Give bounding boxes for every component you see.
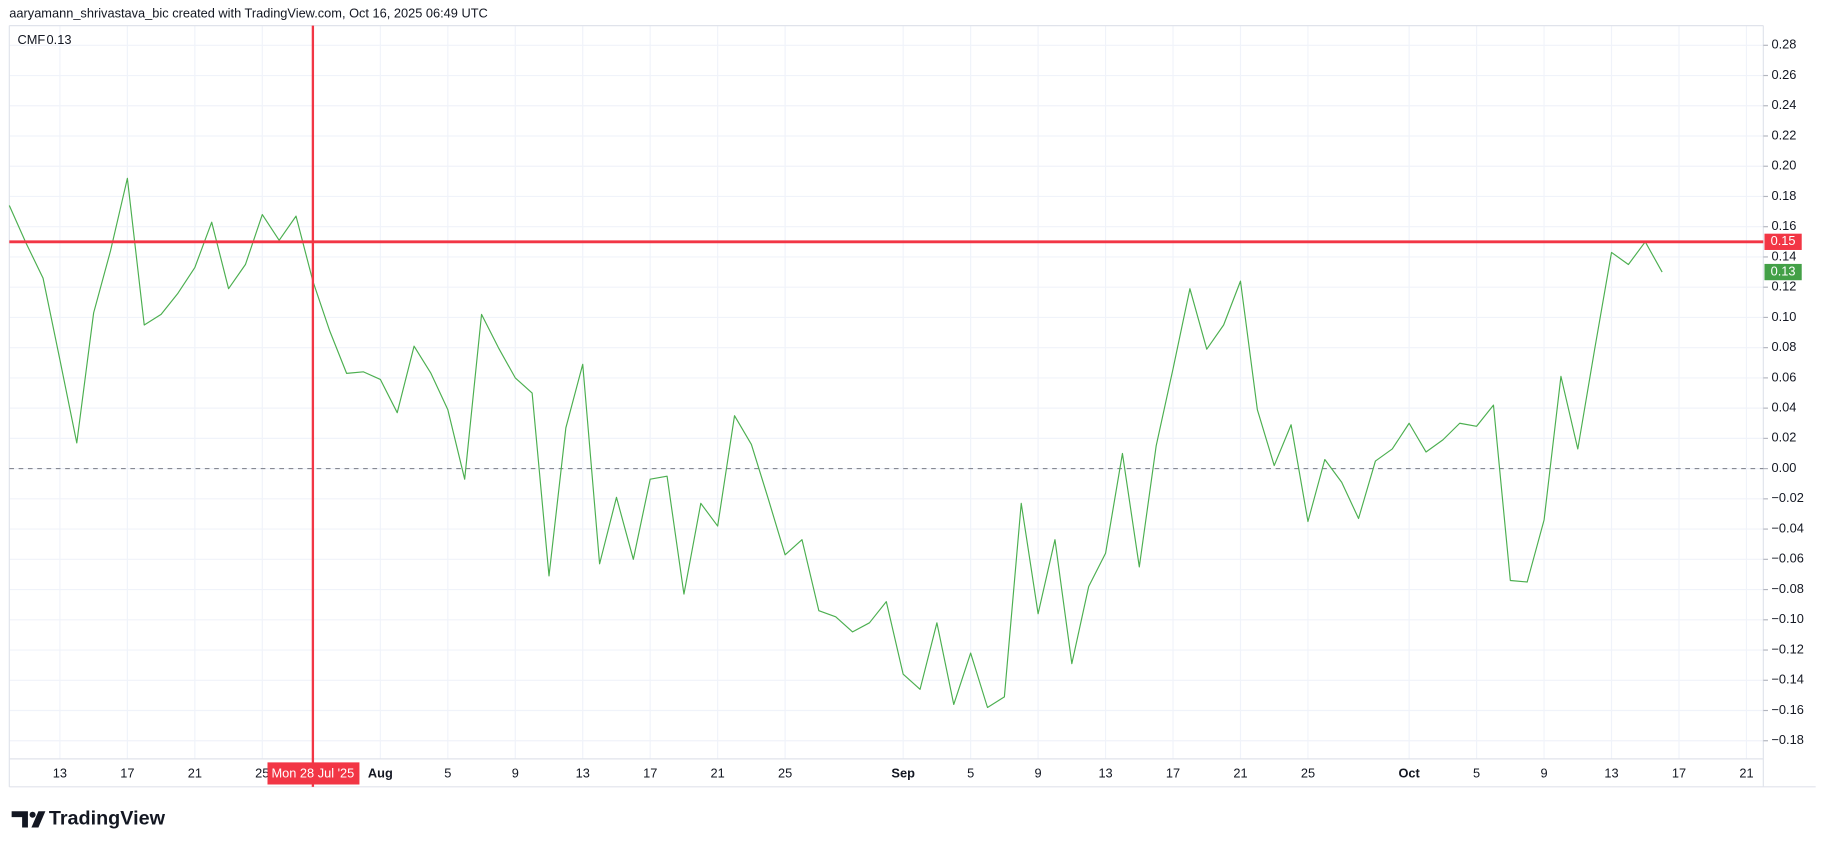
y-tick-label: 0.22 bbox=[1771, 127, 1796, 142]
x-tick-label: 9 bbox=[1541, 765, 1548, 780]
x-tick-label: 13 bbox=[576, 765, 590, 780]
y-tick-label: 0.04 bbox=[1771, 400, 1796, 415]
x-tick-label: 5 bbox=[967, 765, 974, 780]
x-tick-label: 21 bbox=[1233, 765, 1247, 780]
y-tick-label: −0.14 bbox=[1771, 672, 1803, 687]
logo-slash bbox=[31, 811, 46, 828]
x-tick-label: 13 bbox=[53, 765, 67, 780]
y-tick-label: 0.12 bbox=[1771, 279, 1796, 294]
grid bbox=[9, 25, 1764, 759]
tradingview-logo: TradingView bbox=[11, 808, 166, 830]
legend-value: 0.13 bbox=[47, 32, 72, 47]
x-tick-label: 17 bbox=[1166, 765, 1180, 780]
y-tick-label: −0.04 bbox=[1771, 520, 1803, 535]
y-tick-label: 0.26 bbox=[1771, 67, 1796, 82]
cmf-line bbox=[8, 177, 1663, 709]
logo-dot bbox=[29, 811, 36, 818]
y-tick-label: 0.00 bbox=[1771, 460, 1796, 475]
y-tick-label: 0.16 bbox=[1771, 218, 1796, 233]
last-value-label: 0.13 bbox=[1771, 263, 1796, 278]
legend-name: CMF bbox=[17, 32, 45, 47]
y-tick-label: 0.14 bbox=[1771, 248, 1796, 263]
x-tick-label: 13 bbox=[1604, 765, 1618, 780]
x-tick-label: 9 bbox=[1035, 765, 1042, 780]
x-tick-label: 17 bbox=[1672, 765, 1686, 780]
y-tick-label: −0.08 bbox=[1771, 581, 1803, 596]
crosshair-time-label: Mon 28 Jul '25 bbox=[271, 765, 354, 780]
y-tick-label: 0.20 bbox=[1771, 158, 1796, 173]
x-tick-label: Oct bbox=[1398, 765, 1420, 780]
brand: TradingView bbox=[49, 808, 166, 830]
y-tick-label: 0.02 bbox=[1771, 430, 1796, 445]
y-tick-label: −0.10 bbox=[1771, 611, 1803, 626]
y-tick-label: 0.18 bbox=[1771, 188, 1796, 203]
y-tick-label: −0.02 bbox=[1771, 490, 1803, 505]
y-tick-label: 0.28 bbox=[1771, 37, 1796, 52]
x-tick-label: 9 bbox=[512, 765, 519, 780]
y-tick-label: 0.24 bbox=[1771, 97, 1796, 112]
y-tick-label: −0.06 bbox=[1771, 551, 1803, 566]
x-tick-label: 13 bbox=[1098, 765, 1112, 780]
crosshair-time-label-bg bbox=[267, 762, 360, 785]
x-tick-label: 25 bbox=[778, 765, 792, 780]
y-tick-label: 0.10 bbox=[1771, 309, 1796, 324]
x-tick-label: 5 bbox=[1473, 765, 1480, 780]
y-tick-label: −0.12 bbox=[1771, 641, 1803, 656]
x-tick-label: 17 bbox=[643, 765, 657, 780]
x-tick-label: 21 bbox=[188, 765, 202, 780]
x-tick-label: 25 bbox=[255, 765, 269, 780]
y-tick-label: −0.18 bbox=[1771, 732, 1803, 747]
attribution: aaryamann_shrivastava_bic created with T… bbox=[9, 5, 487, 20]
y-tick-label: −0.16 bbox=[1771, 702, 1803, 717]
x-tick-label: 17 bbox=[120, 765, 134, 780]
y-tick-label: 0.08 bbox=[1771, 339, 1796, 354]
x-tick-label: 25 bbox=[1301, 765, 1315, 780]
x-tick-label: Sep bbox=[891, 765, 915, 780]
y-tick-label: 0.06 bbox=[1771, 369, 1796, 384]
x-tick-label: 21 bbox=[711, 765, 725, 780]
last-value-label-bg bbox=[1764, 263, 1802, 281]
x-tick-label: 5 bbox=[444, 765, 451, 780]
crosshair-price-label-bg bbox=[1764, 233, 1802, 250]
x-tick-label: Aug bbox=[368, 765, 393, 780]
x-tick-label: 21 bbox=[1739, 765, 1753, 780]
logo-mark bbox=[11, 811, 28, 828]
crosshair-price-label: 0.15 bbox=[1771, 233, 1796, 248]
